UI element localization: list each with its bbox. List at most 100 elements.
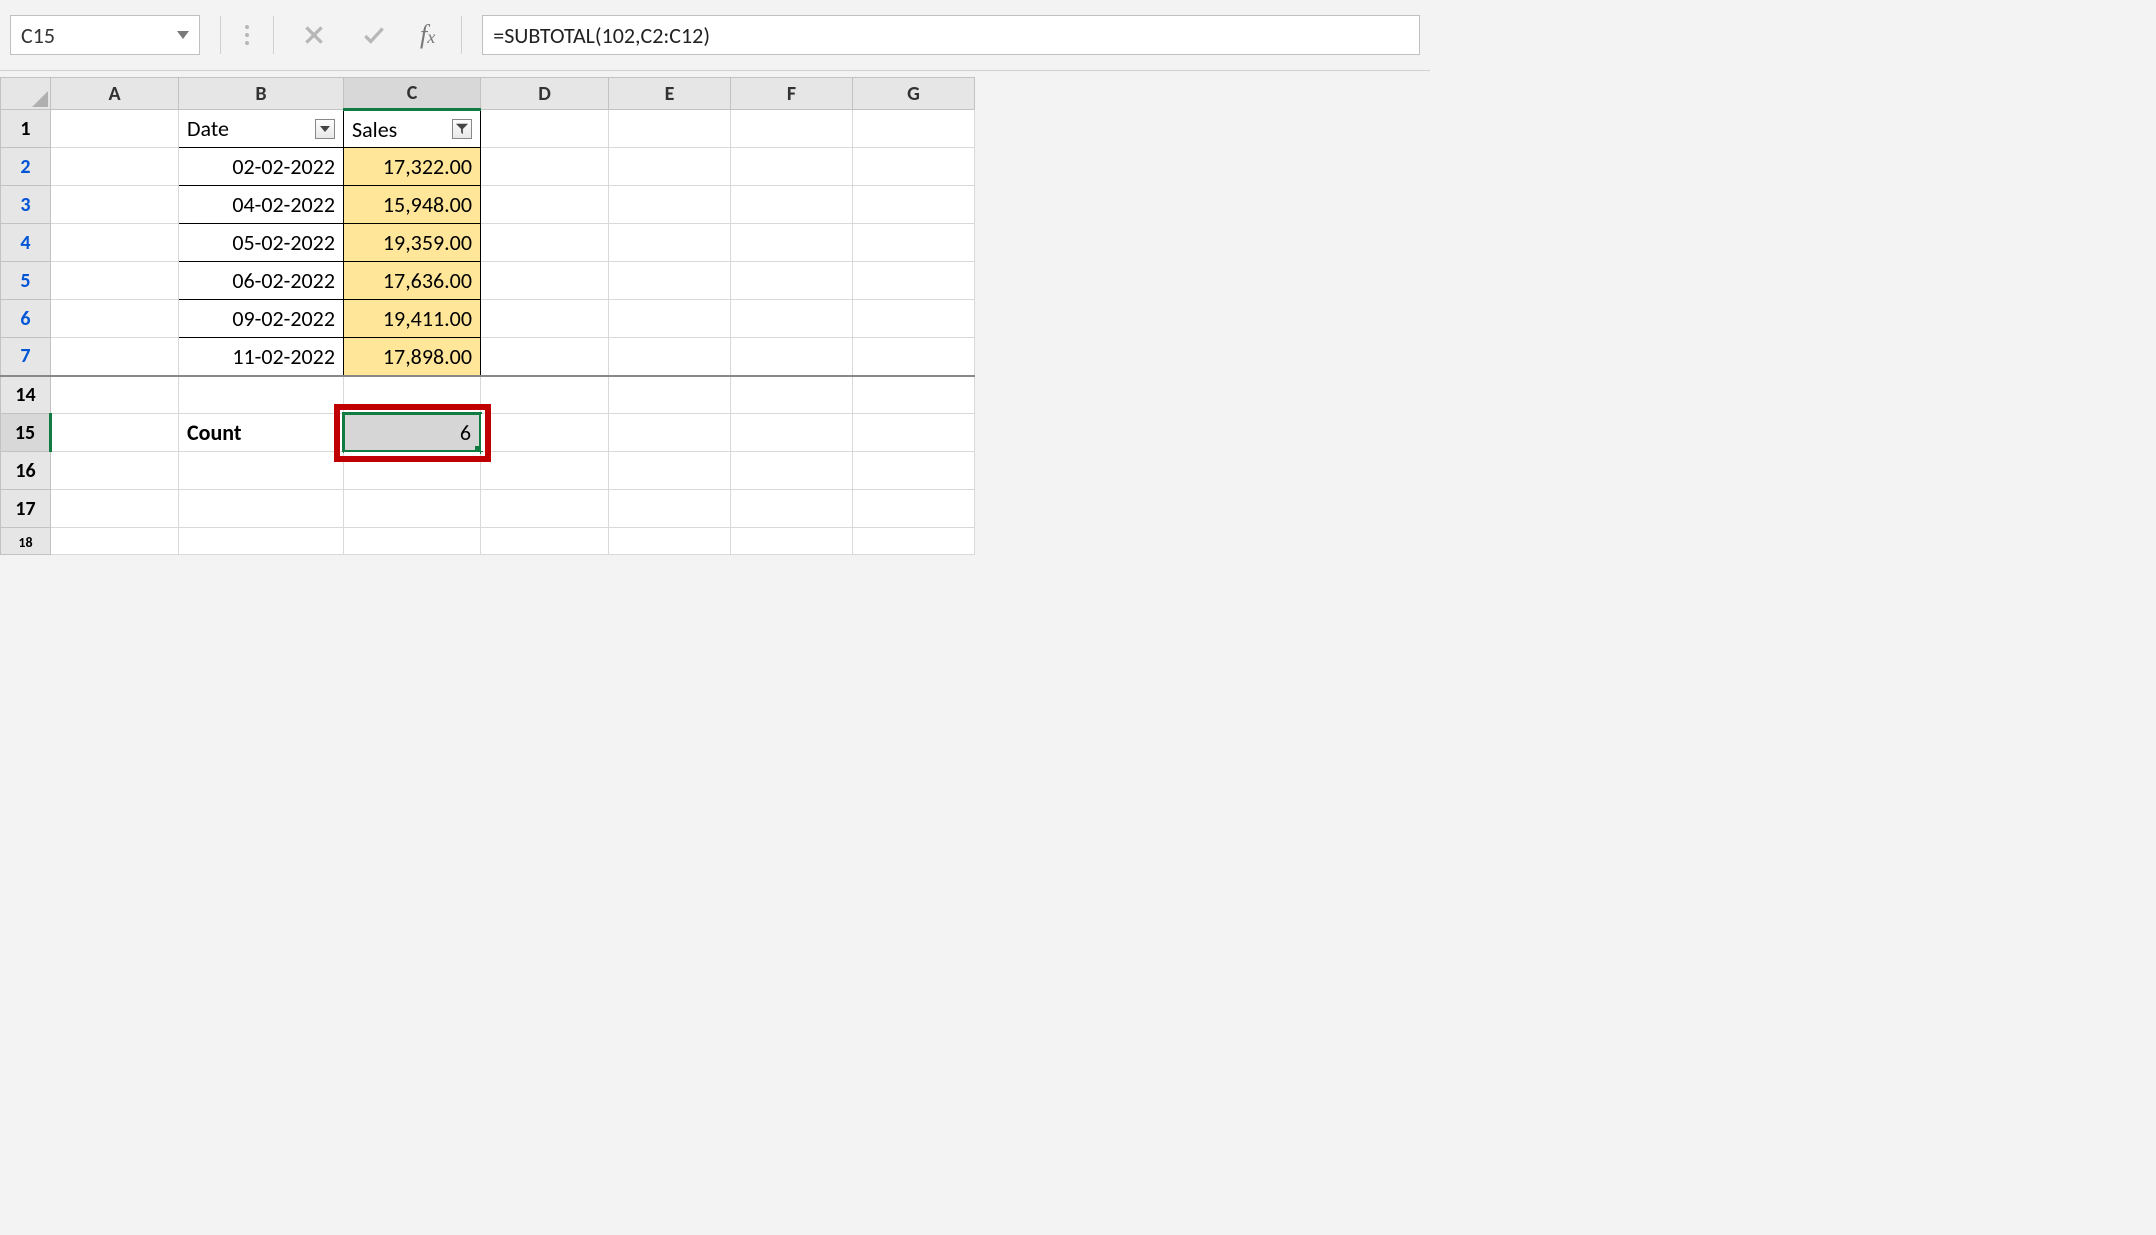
row-header-5[interactable]: 5: [1, 262, 51, 300]
cell-E15[interactable]: [609, 414, 731, 452]
cell-D16[interactable]: [481, 452, 609, 490]
cell-C2[interactable]: 17,322.00: [344, 148, 481, 186]
cell-D17[interactable]: [481, 490, 609, 528]
cell-A5[interactable]: [51, 262, 179, 300]
cell-E14[interactable]: [609, 376, 731, 414]
cell-A14[interactable]: [51, 376, 179, 414]
cell-B18[interactable]: [179, 528, 344, 555]
cell-E2[interactable]: [609, 148, 731, 186]
cell-C7[interactable]: 17,898.00: [344, 338, 481, 376]
filter-button-sales[interactable]: [452, 119, 472, 139]
cell-B16[interactable]: [179, 452, 344, 490]
cell-C6[interactable]: 19,411.00: [344, 300, 481, 338]
cell-B15[interactable]: Count: [179, 414, 344, 452]
row-header-4[interactable]: 4: [1, 224, 51, 262]
col-header-D[interactable]: D: [481, 78, 609, 110]
filter-button-date[interactable]: [315, 119, 335, 139]
cell-D4[interactable]: [481, 224, 609, 262]
cell-B6[interactable]: 09-02-2022: [179, 300, 344, 338]
cell-G4[interactable]: [853, 224, 975, 262]
row-header-7[interactable]: 7: [1, 338, 51, 376]
row-header-3[interactable]: 3: [1, 186, 51, 224]
cell-C1[interactable]: Sales: [344, 110, 481, 148]
cell-B2[interactable]: 02-02-2022: [179, 148, 344, 186]
enter-button[interactable]: [354, 15, 394, 55]
cell-E6[interactable]: [609, 300, 731, 338]
cell-A4[interactable]: [51, 224, 179, 262]
cell-A3[interactable]: [51, 186, 179, 224]
cell-A18[interactable]: [51, 528, 179, 555]
cell-G15[interactable]: [853, 414, 975, 452]
cell-C17[interactable]: [344, 490, 481, 528]
cell-E7[interactable]: [609, 338, 731, 376]
cell-D18[interactable]: [481, 528, 609, 555]
cell-F16[interactable]: [731, 452, 853, 490]
cell-A1[interactable]: [51, 110, 179, 148]
col-header-C[interactable]: C: [344, 78, 481, 110]
fx-label[interactable]: fx: [414, 20, 441, 50]
cell-F3[interactable]: [731, 186, 853, 224]
cell-D6[interactable]: [481, 300, 609, 338]
cell-F5[interactable]: [731, 262, 853, 300]
cell-D5[interactable]: [481, 262, 609, 300]
cell-F4[interactable]: [731, 224, 853, 262]
cell-G16[interactable]: [853, 452, 975, 490]
cell-E3[interactable]: [609, 186, 731, 224]
spreadsheet-grid[interactable]: A B C D E F G 1 Date: [0, 77, 975, 555]
cell-C4[interactable]: 19,359.00: [344, 224, 481, 262]
col-header-B[interactable]: B: [179, 78, 344, 110]
cell-F2[interactable]: [731, 148, 853, 186]
cell-E18[interactable]: [609, 528, 731, 555]
cell-B5[interactable]: 06-02-2022: [179, 262, 344, 300]
cell-C15[interactable]: 6: [344, 414, 481, 452]
cell-B17[interactable]: [179, 490, 344, 528]
cell-D2[interactable]: [481, 148, 609, 186]
cell-G7[interactable]: [853, 338, 975, 376]
col-header-G[interactable]: G: [853, 78, 975, 110]
formula-input[interactable]: =SUBTOTAL(102,C2:C12): [482, 15, 1420, 55]
cell-D3[interactable]: [481, 186, 609, 224]
cancel-button[interactable]: [294, 15, 334, 55]
cell-F6[interactable]: [731, 300, 853, 338]
cell-A7[interactable]: [51, 338, 179, 376]
row-header-2[interactable]: 2: [1, 148, 51, 186]
cell-B14[interactable]: [179, 376, 344, 414]
row-header-16[interactable]: 16: [1, 452, 51, 490]
col-header-F[interactable]: F: [731, 78, 853, 110]
cell-A6[interactable]: [51, 300, 179, 338]
cell-A2[interactable]: [51, 148, 179, 186]
cell-C16[interactable]: [344, 452, 481, 490]
cell-E17[interactable]: [609, 490, 731, 528]
drag-handle-icon[interactable]: [241, 25, 253, 45]
cell-C18[interactable]: [344, 528, 481, 555]
row-header-18[interactable]: 18: [1, 528, 51, 555]
cell-D14[interactable]: [481, 376, 609, 414]
cell-G18[interactable]: [853, 528, 975, 555]
cell-B4[interactable]: 05-02-2022: [179, 224, 344, 262]
col-header-E[interactable]: E: [609, 78, 731, 110]
cell-B7[interactable]: 11-02-2022: [179, 338, 344, 376]
cell-G17[interactable]: [853, 490, 975, 528]
cell-G3[interactable]: [853, 186, 975, 224]
cell-G2[interactable]: [853, 148, 975, 186]
cell-G1[interactable]: [853, 110, 975, 148]
cell-E16[interactable]: [609, 452, 731, 490]
cell-F14[interactable]: [731, 376, 853, 414]
row-header-1[interactable]: 1: [1, 110, 51, 148]
row-header-14[interactable]: 14: [1, 376, 51, 414]
cell-A16[interactable]: [51, 452, 179, 490]
row-header-15[interactable]: 15: [1, 414, 51, 452]
col-header-A[interactable]: A: [51, 78, 179, 110]
name-box-dropdown-icon[interactable]: [177, 31, 189, 39]
name-box[interactable]: C15: [10, 15, 200, 55]
cell-E4[interactable]: [609, 224, 731, 262]
cell-C5[interactable]: 17,636.00: [344, 262, 481, 300]
cell-A17[interactable]: [51, 490, 179, 528]
cell-E1[interactable]: [609, 110, 731, 148]
cell-F17[interactable]: [731, 490, 853, 528]
cell-E5[interactable]: [609, 262, 731, 300]
row-header-6[interactable]: 6: [1, 300, 51, 338]
cell-G14[interactable]: [853, 376, 975, 414]
cell-C14[interactable]: [344, 376, 481, 414]
cell-D15[interactable]: [481, 414, 609, 452]
